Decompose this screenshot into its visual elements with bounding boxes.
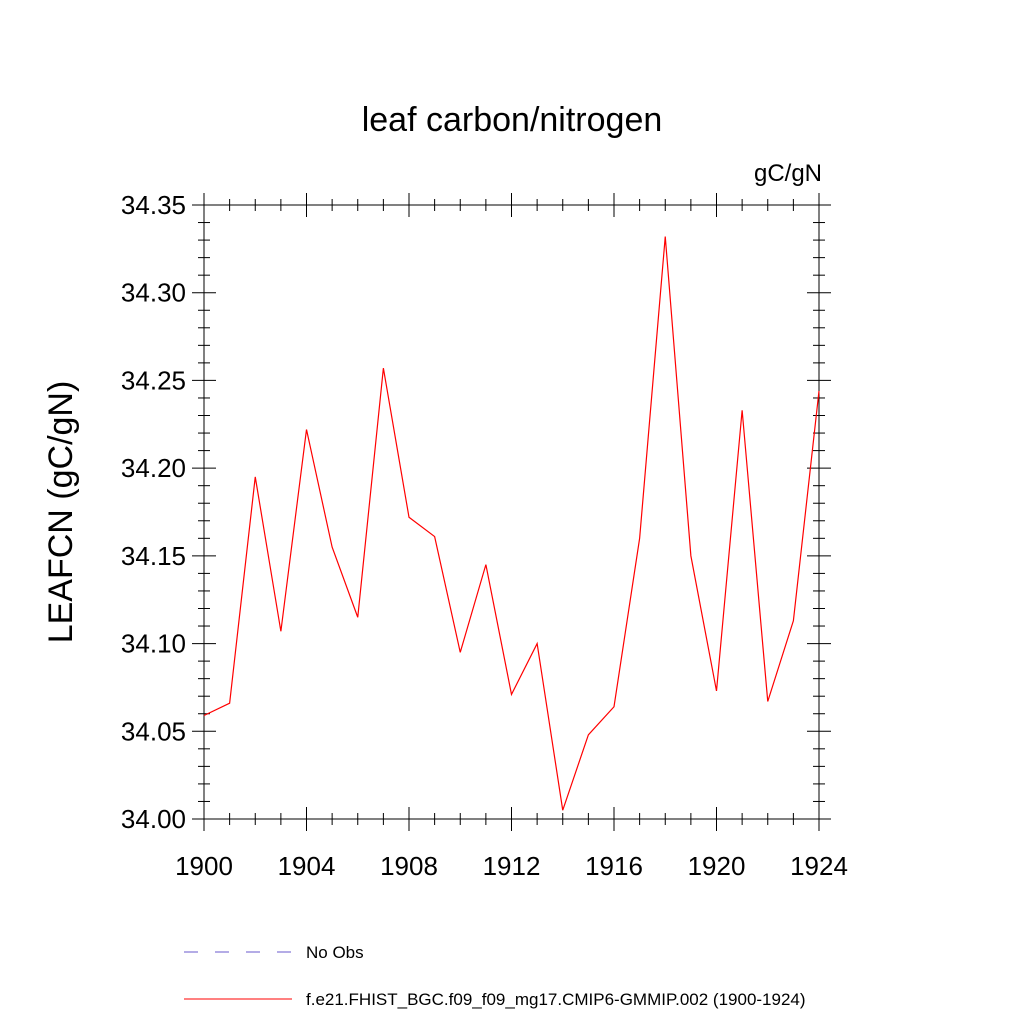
x-tick-label: 1900 — [175, 851, 233, 881]
series-line — [203, 236, 820, 811]
axis-ticks — [192, 193, 831, 831]
legend: No Obs f.e21.FHIST_BGC.f09_f09_mg17.CMIP6… — [184, 943, 806, 1009]
legend-label: No Obs — [306, 943, 364, 962]
y-tick-label: 34.30 — [121, 278, 186, 308]
x-tick-label: 1908 — [380, 851, 438, 881]
x-tick-label: 1916 — [585, 851, 643, 881]
y-tick-label: 34.10 — [121, 629, 186, 659]
y-tick-label: 34.35 — [121, 190, 186, 220]
y-tick-label: 34.25 — [121, 365, 186, 395]
series-group — [203, 236, 820, 811]
y-tick-label: 34.05 — [121, 716, 186, 746]
x-tick-label: 1904 — [278, 851, 336, 881]
legend-label: f.e21.FHIST_BGC.f09_f09_mg17.CMIP6-GMMIP… — [306, 990, 806, 1009]
x-tick-label: 1924 — [790, 851, 848, 881]
chart-title: leaf carbon/nitrogen — [362, 101, 663, 139]
x-tick-label: 1920 — [688, 851, 746, 881]
plot-frame — [203, 204, 820, 820]
y-axis-label: LEAFCN (gC/gN) — [42, 381, 80, 644]
y-tick-label: 34.15 — [121, 541, 186, 571]
y-tick-label: 34.20 — [121, 453, 186, 483]
y-tick-label: 34.00 — [121, 804, 186, 834]
axis-tick-labels: 34.00 34.05 34.10 34.15 34.20 34.25 34.30 34.35… — [121, 190, 848, 881]
units-label: gC/gN — [754, 160, 822, 187]
x-tick-label: 1912 — [483, 851, 541, 881]
